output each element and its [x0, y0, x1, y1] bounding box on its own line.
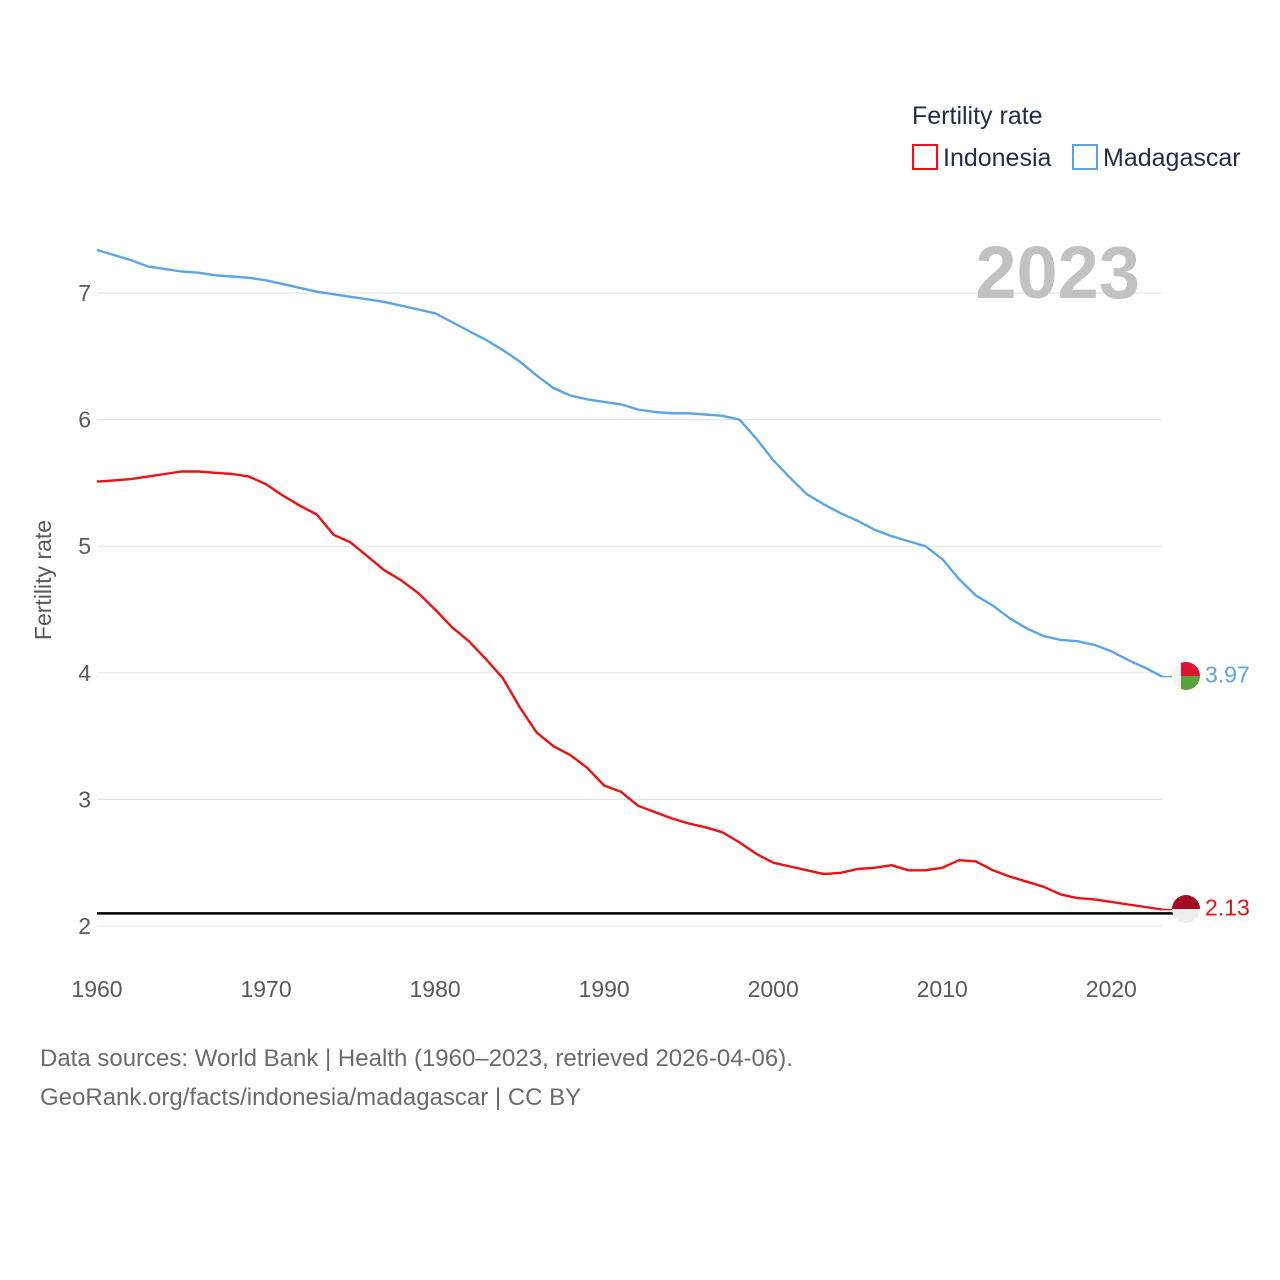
x-tick-label: 1990	[579, 976, 630, 1002]
x-tick-label: 2000	[748, 976, 799, 1002]
x-tick-label: 2010	[917, 976, 968, 1002]
x-tick-label: 1980	[410, 976, 461, 1002]
legend-swatch-indonesia	[912, 144, 938, 170]
footer-sources: Data sources: World Bank | Health (1960–…	[40, 1045, 793, 1072]
legend-item-madagascar[interactable]: Madagascar	[1072, 144, 1241, 172]
end-labels: 2.13 3.97	[1162, 662, 1250, 921]
y-axis-label: Fertility rate	[30, 520, 56, 640]
y-tick-label: 3	[78, 786, 91, 812]
y-tick-label: 7	[78, 280, 91, 306]
y-tick-label: 6	[78, 407, 91, 433]
y-tick-label: 5	[78, 533, 91, 559]
legend-swatch-madagascar	[1072, 144, 1098, 170]
y-tick-label: 2	[78, 913, 91, 939]
madagascar-flag-icon	[1172, 662, 1200, 690]
y-axis-ticks: 2 3 4 5 6 7	[78, 280, 91, 939]
series-line-madagascar[interactable]	[96, 248, 1163, 678]
legend-item-indonesia[interactable]: Indonesia	[912, 144, 1052, 172]
x-tick-label: 2020	[1086, 976, 1137, 1002]
series-line-indonesia[interactable]	[96, 470, 1163, 911]
legend-title: Fertility rate	[912, 102, 1043, 130]
year-label: 2023	[975, 231, 1140, 314]
gridlines	[97, 292, 1174, 927]
x-axis-ticks: 1960 1970 1980 1990 2000 2010 2020	[71, 976, 1136, 1002]
x-tick-label: 1960	[71, 976, 122, 1002]
legend: Fertility rate Indonesia Madagascar	[912, 102, 1241, 172]
end-value-label-indonesia: 2.13	[1205, 895, 1250, 921]
end-value-label-madagascar: 3.97	[1205, 662, 1250, 688]
x-tick-label: 1970	[240, 976, 291, 1002]
footer-attribution[interactable]: GeoRank.org/facts/indonesia/madagascar |…	[40, 1084, 582, 1111]
legend-label-madagascar: Madagascar	[1103, 144, 1241, 172]
y-tick-label: 4	[78, 660, 91, 686]
indonesia-flag-icon	[1172, 895, 1200, 923]
legend-label-indonesia: Indonesia	[943, 144, 1052, 172]
series-lines	[96, 248, 1163, 911]
